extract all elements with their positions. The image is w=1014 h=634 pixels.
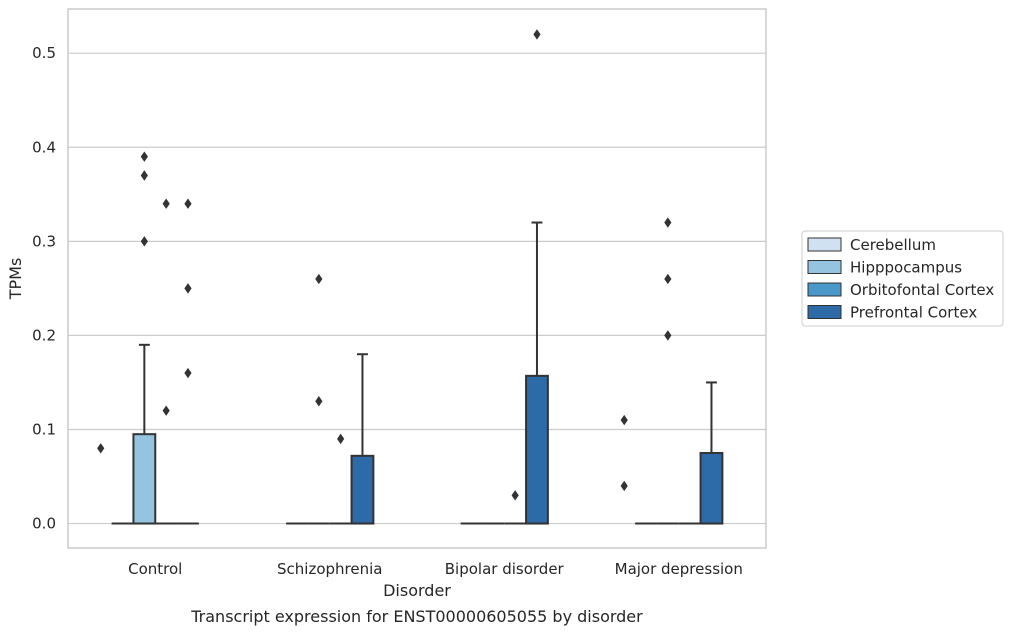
outlier-point bbox=[533, 29, 541, 40]
outlier-point bbox=[620, 414, 628, 426]
box-body bbox=[350, 454, 375, 525]
outlier-point bbox=[511, 490, 519, 501]
outlier-point bbox=[664, 273, 672, 285]
legend-swatch bbox=[807, 260, 842, 274]
y-tick-label: 0.1 bbox=[32, 420, 56, 438]
outlier-point bbox=[664, 330, 672, 341]
y-tick-labels: 0.0 0.1 0.2 0.3 0.4 0.5 bbox=[32, 44, 56, 532]
outlier-point bbox=[315, 396, 323, 407]
outlier-point bbox=[184, 198, 192, 209]
y-tick-label: 0.4 bbox=[32, 138, 56, 156]
legend-swatch bbox=[807, 282, 842, 297]
y-tick-label: 0.0 bbox=[32, 515, 56, 533]
y-tick-label: 0.5 bbox=[32, 44, 56, 62]
legend: Cerebellum Hipppocampus Orbitofontal Corte… bbox=[801, 230, 1004, 327]
x-tick-label: Bipolar disorder bbox=[445, 560, 565, 578]
outlier-point bbox=[664, 217, 672, 228]
outlier-point bbox=[162, 405, 170, 416]
outlier-point bbox=[337, 433, 345, 445]
legend-label: Hipppocampus bbox=[850, 259, 962, 277]
outlier-point bbox=[140, 151, 148, 162]
legend-frame bbox=[801, 230, 1004, 327]
y-tick-label: 0.2 bbox=[32, 326, 56, 344]
x-tick-label: Schizophrenia bbox=[277, 560, 382, 578]
box-prefrontal-cortex bbox=[699, 381, 724, 525]
outlier-point bbox=[184, 367, 192, 379]
y-axis-label: TPMs bbox=[6, 258, 25, 301]
legend-label: Orbitofontal Cortex bbox=[850, 281, 994, 299]
legend-swatch bbox=[807, 305, 842, 319]
outlier-point bbox=[140, 170, 148, 181]
x-tick-label: Major depression bbox=[615, 560, 743, 578]
box-body bbox=[699, 451, 724, 525]
box-hipppocampus bbox=[132, 343, 157, 525]
outlier-point bbox=[184, 283, 192, 294]
outlier-point bbox=[97, 443, 105, 454]
outlier-point bbox=[315, 273, 323, 285]
outlier-point bbox=[140, 236, 148, 247]
legend-label: Prefrontal Cortex bbox=[850, 304, 977, 322]
plot-frame bbox=[67, 8, 767, 549]
outliers-layer bbox=[97, 29, 672, 501]
x-axis-label: Disorder bbox=[383, 581, 451, 600]
box-prefrontal-cortex bbox=[350, 353, 375, 525]
x-tick-label: Control bbox=[128, 560, 182, 578]
legend-swatch bbox=[807, 237, 842, 252]
boxes-layer bbox=[111, 221, 724, 525]
outlier-point bbox=[620, 480, 628, 492]
chart-title: Transcript expression for ENST0000060505… bbox=[190, 607, 643, 626]
x-tick-labels: Control Schizophrenia Bipolar disorder Majo… bbox=[128, 560, 743, 578]
grid-lines bbox=[68, 52, 766, 525]
y-tick-label: 0.3 bbox=[32, 232, 56, 250]
legend-label: Cerebellum bbox=[850, 236, 936, 254]
box-prefrontal-cortex bbox=[525, 221, 549, 525]
box-body bbox=[525, 374, 549, 525]
outlier-point bbox=[162, 198, 170, 209]
box-body bbox=[132, 433, 157, 525]
